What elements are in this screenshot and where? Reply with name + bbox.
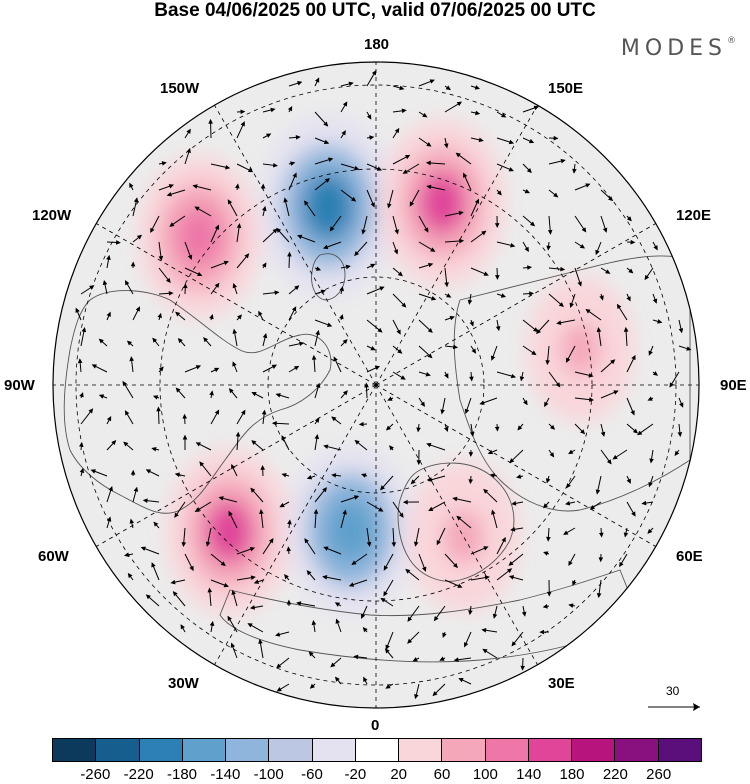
- colorbar-tick-label: 100: [473, 766, 498, 783]
- colorbar-swatch: [95, 739, 138, 761]
- colorbar-swatch: [268, 739, 311, 761]
- positive-anomaly: [206, 501, 252, 563]
- colorbar-swatch: [614, 739, 657, 761]
- lon-label-0: 0: [371, 717, 379, 734]
- colorbar-tick-label: 140: [516, 766, 541, 783]
- reference-vector-arrow: [646, 684, 706, 714]
- colorbar-tick-label: -260: [80, 766, 110, 783]
- colorbar-tick-label: 220: [603, 766, 628, 783]
- lon-label-150w: 150W: [160, 80, 199, 97]
- lon-label-120w: 120W: [32, 207, 71, 224]
- negative-anomaly: [303, 173, 354, 241]
- colorbar: [52, 738, 702, 762]
- colorbar-swatch: [312, 739, 355, 761]
- positive-anomaly: [177, 207, 222, 267]
- colorbar-tick-label: -60: [301, 766, 323, 783]
- lon-label-60w: 60W: [38, 548, 69, 565]
- positive-anomaly: [443, 509, 484, 564]
- lon-label-30w: 30W: [168, 675, 199, 692]
- positive-anomaly: [561, 322, 601, 376]
- colorbar-tick-label: -220: [124, 766, 154, 783]
- colorbar-swatch: [485, 739, 528, 761]
- colorbar-tick-label: -180: [167, 766, 197, 783]
- colorbar-tick-label: 20: [390, 766, 407, 783]
- colorbar-swatch: [398, 739, 441, 761]
- colorbar-tick-label: -20: [344, 766, 366, 783]
- lon-label-90e: 90E: [720, 377, 747, 394]
- colorbar-swatch: [571, 739, 614, 761]
- positive-anomaly: [419, 172, 465, 234]
- colorbar-swatch: [355, 739, 398, 761]
- colorbar-swatch: [441, 739, 484, 761]
- colorbar-swatch: [225, 739, 268, 761]
- colorbar-ticks: -260 -220 -180 -140 -100 -60 -20 20 60 100 140 180 2…: [0, 766, 750, 784]
- colorbar-tick-label: 180: [559, 766, 584, 783]
- lon-label-150e: 150E: [548, 80, 583, 97]
- lon-label-30e: 30E: [548, 675, 575, 692]
- lon-label-180: 180: [364, 36, 389, 53]
- colorbar-swatch: [139, 739, 182, 761]
- colorbar-tick-label: 260: [646, 766, 671, 783]
- lon-label-120e: 120E: [676, 207, 711, 224]
- colorbar-swatch: [528, 739, 571, 761]
- colorbar-tick-label: -140: [210, 766, 240, 783]
- colorbar-swatch: [182, 739, 225, 761]
- lon-label-60e: 60E: [676, 548, 703, 565]
- colorbar-swatch: [658, 739, 701, 761]
- lon-label-90w: 90W: [4, 377, 35, 394]
- colorbar-swatch: [53, 739, 95, 761]
- colorbar-tick-label: -100: [254, 766, 284, 783]
- colorbar-tick-label: 60: [434, 766, 451, 783]
